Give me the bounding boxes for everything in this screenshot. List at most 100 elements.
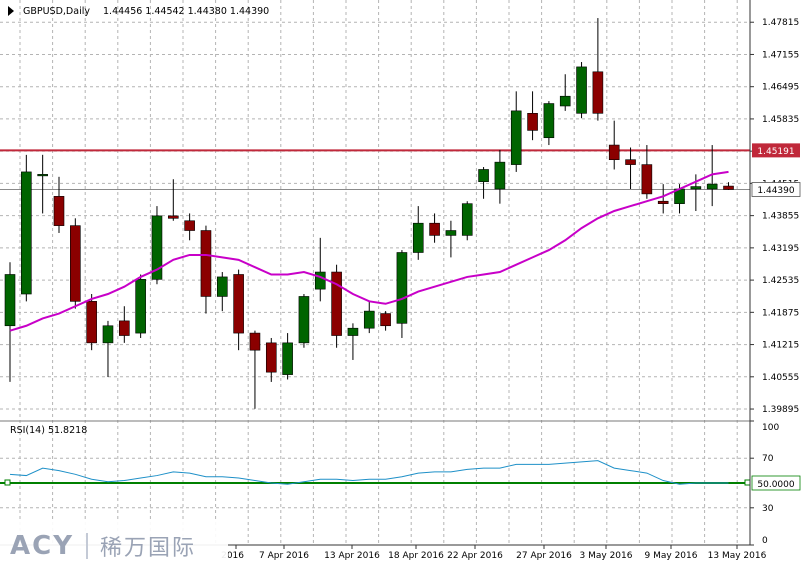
time-tick-label: 9 May 2016	[645, 551, 698, 561]
rsi-tick-label: 70	[762, 454, 774, 464]
bull-candle-body	[396, 252, 408, 324]
logo-separator	[86, 532, 89, 559]
bear-candle-body	[233, 274, 244, 334]
bear-candle-body	[53, 196, 65, 226]
moving-average-line	[9, 170, 729, 332]
candle	[706, 145, 718, 207]
grid	[0, 0, 750, 545]
price-tick-label: 1.41875	[762, 308, 799, 318]
candle	[216, 272, 228, 312]
candle	[298, 294, 310, 348]
bear-candle-body	[70, 225, 81, 302]
time-tick-label: 18 Apr 2016	[388, 551, 444, 561]
bull-candle-body	[151, 215, 163, 280]
bear-candle-body	[641, 164, 653, 195]
time-tick-label: 2016	[221, 551, 244, 561]
rsi-title: RSI(14) 51.8218	[10, 425, 87, 436]
collapse-triangle-icon[interactable]	[8, 6, 14, 16]
symbol-timeframe: GBPUSD,Daily	[23, 6, 90, 17]
candle	[249, 330, 261, 409]
rsi-level-handle-left[interactable]	[4, 479, 11, 486]
price-tick-label: 1.41215	[762, 341, 799, 351]
price-tick-label: 1.43195	[762, 244, 799, 254]
candle	[412, 206, 424, 260]
bull-candle-body	[216, 276, 228, 297]
price-tick-label: 1.45835	[762, 115, 799, 125]
candle	[527, 91, 538, 141]
bear-candle-body	[429, 222, 440, 236]
bull-candle-body	[347, 327, 359, 336]
bear-candle-body	[380, 313, 391, 327]
rsi-tick-label: 100	[762, 423, 779, 433]
bull-candle-body	[478, 169, 489, 182]
candle	[135, 274, 146, 338]
candle	[723, 182, 734, 190]
candle	[592, 18, 604, 121]
resistance-price-label: 1.45191	[757, 147, 794, 157]
bull-candle-body	[445, 230, 457, 236]
candle	[396, 250, 408, 338]
candle	[331, 264, 342, 348]
time-tick-label: 7 Apr 2016	[259, 551, 309, 561]
candle	[119, 306, 130, 343]
candle	[363, 301, 375, 334]
bull-candle-body	[314, 271, 326, 290]
bull-candle-body	[102, 325, 114, 344]
bull-candle-body	[494, 161, 506, 190]
price-tick-label: 1.40555	[762, 373, 799, 383]
rsi-axis: 100 70 30 0	[750, 420, 779, 546]
bull-candle-body	[543, 103, 555, 139]
rsi-level-handle-right[interactable]	[744, 479, 751, 486]
candle	[461, 201, 473, 241]
bull-candle-body	[576, 66, 587, 114]
candle	[445, 220, 457, 258]
bull-candle-body	[412, 222, 424, 253]
candle	[86, 294, 97, 351]
candle	[168, 179, 179, 221]
candle	[184, 213, 195, 241]
price-tick-label: 1.46495	[762, 83, 799, 93]
candle	[314, 237, 326, 302]
broker-logo: ACY 稀万国际	[0, 522, 228, 569]
price-tick-label: 1.39895	[762, 405, 799, 415]
price-tick-label: 1.47815	[762, 18, 799, 28]
candle	[543, 101, 555, 146]
bear-candle-body	[527, 113, 538, 131]
time-tick-label: 3 May 2016	[580, 551, 633, 561]
price-tick-label: 1.43855	[762, 212, 799, 222]
bull-candle-body	[690, 186, 702, 190]
bull-candle-body	[37, 174, 48, 177]
bull-candle-body	[461, 203, 473, 236]
bull-candle-body	[298, 296, 310, 344]
price-tick-label: 1.47155	[762, 50, 799, 60]
bear-candle-body	[168, 215, 179, 219]
rsi-tick-label: 0	[762, 536, 768, 546]
bull-candle-body	[706, 183, 718, 190]
candle	[21, 154, 32, 302]
chart-header: GBPUSD,Daily 1.44456 1.44542 1.44380 1.4…	[8, 6, 269, 17]
candle	[510, 91, 522, 172]
candle	[53, 176, 65, 233]
bull-candle-body	[510, 110, 522, 165]
candle	[70, 218, 81, 309]
candle	[380, 311, 391, 331]
candle	[657, 184, 669, 214]
bear-candle-body	[119, 320, 130, 336]
time-tick-label: 27 Apr 2016	[516, 551, 572, 561]
candle	[641, 145, 653, 199]
bull-candle-body	[135, 279, 146, 334]
candle	[576, 62, 587, 119]
bull-candle-body	[559, 95, 571, 107]
candle	[4, 262, 16, 382]
candle	[282, 333, 293, 380]
candle	[102, 320, 114, 378]
bull-candle-body	[4, 274, 16, 327]
candlesticks	[4, 18, 734, 409]
bear-candle-body	[265, 342, 277, 373]
time-tick-label: 13 May 2016	[708, 551, 767, 561]
candle	[233, 269, 244, 351]
rsi-level-label: 50.0000	[757, 480, 794, 490]
candle	[151, 206, 163, 285]
ohlc-values: 1.44456 1.44542 1.44380 1.44390	[103, 6, 269, 17]
